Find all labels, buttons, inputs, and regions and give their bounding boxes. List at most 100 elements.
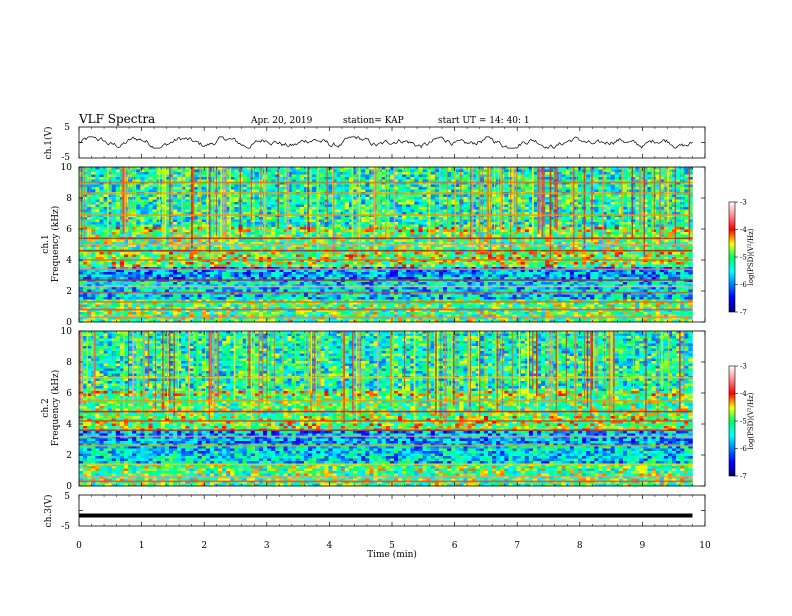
spectrogram-cell bbox=[483, 217, 489, 220]
spectrogram-cell bbox=[107, 169, 113, 173]
spectrogram-cell bbox=[610, 224, 616, 228]
spectrogram-cell bbox=[459, 197, 464, 200]
spectrogram-cell bbox=[573, 187, 579, 190]
spectrogram-cell bbox=[418, 204, 423, 208]
spectrogram-cell bbox=[606, 189, 611, 193]
spectrogram-cell bbox=[99, 174, 104, 178]
spectrogram-cell bbox=[467, 189, 472, 193]
spectrogram-cell bbox=[103, 239, 108, 243]
spectrogram-cell bbox=[136, 202, 141, 205]
spectrogram-cell bbox=[393, 204, 399, 208]
spectrogram-cell bbox=[99, 172, 104, 175]
spectrogram-cell bbox=[242, 177, 247, 180]
spectrogram-cell bbox=[598, 224, 603, 228]
spectrogram-cell bbox=[173, 219, 178, 223]
spectrogram-cell bbox=[299, 194, 305, 198]
spectrogram-cell bbox=[136, 172, 141, 175]
spectrogram-cell bbox=[565, 172, 571, 175]
spectrogram-cell bbox=[414, 182, 419, 185]
spectrogram-cell bbox=[618, 234, 624, 238]
spectrogram-cell bbox=[152, 212, 158, 215]
spectrogram-cell bbox=[402, 219, 407, 223]
spectrogram-cell bbox=[234, 224, 239, 228]
spectrogram-cell bbox=[328, 169, 333, 173]
spectrogram-cell bbox=[279, 239, 284, 243]
spectrogram-cell bbox=[185, 204, 190, 208]
spectrogram-cell bbox=[565, 169, 571, 173]
spectrogram-cell bbox=[545, 174, 550, 178]
spectrogram-cell bbox=[672, 204, 677, 208]
spectrogram-cell bbox=[586, 167, 591, 170]
spectrogram-cell bbox=[152, 179, 158, 183]
spectrogram-cell bbox=[152, 177, 158, 180]
spectrogram-cell bbox=[295, 167, 301, 170]
spectrogram-cell bbox=[618, 224, 624, 228]
spectrogram-cell bbox=[173, 199, 178, 203]
spectrogram-cell bbox=[254, 212, 260, 215]
spectrogram-cell bbox=[459, 207, 464, 210]
spectrogram-cell bbox=[369, 202, 374, 205]
spectrogram-cell bbox=[414, 177, 419, 180]
spectrogram-cell bbox=[160, 239, 166, 243]
spectrogram-cell bbox=[643, 204, 648, 208]
spectrogram-cell bbox=[381, 197, 387, 200]
spectrogram-cell bbox=[655, 204, 661, 208]
spectrogram-cell bbox=[561, 169, 566, 173]
spectrogram-cell bbox=[635, 222, 640, 225]
spectrogram-cell bbox=[447, 234, 452, 238]
spectrogram-cell bbox=[483, 209, 489, 213]
spectrogram-cell bbox=[250, 187, 256, 190]
spectrogram-cell bbox=[475, 187, 481, 190]
spectrogram-cell bbox=[291, 217, 297, 220]
spectrogram-cell bbox=[299, 222, 305, 225]
spectrogram-cell bbox=[312, 199, 317, 203]
spectrogram-cell bbox=[577, 212, 583, 215]
spectrogram-cell bbox=[577, 177, 583, 180]
spectrogram-cell bbox=[475, 199, 481, 203]
spectrogram-cell bbox=[369, 229, 374, 233]
spectrogram-cell bbox=[275, 247, 280, 250]
spectrogram-cell bbox=[524, 239, 530, 243]
spectrogram-cell bbox=[303, 232, 309, 235]
spectrogram-cell bbox=[659, 174, 665, 178]
spectrogram-cell bbox=[365, 212, 370, 215]
spectrogram-cell bbox=[586, 194, 591, 198]
spectrogram-cell bbox=[299, 169, 305, 173]
spectrogram-cell bbox=[181, 212, 186, 215]
spectrogram-cell bbox=[103, 219, 108, 223]
spectrogram-cell bbox=[246, 234, 252, 238]
spectrogram-cell bbox=[230, 177, 235, 180]
spectrogram-cell bbox=[532, 222, 538, 225]
spectrogram-cell bbox=[483, 197, 489, 200]
spectrogram-cell bbox=[430, 224, 436, 228]
spectrogram-cell bbox=[635, 234, 640, 238]
spectrogram-cell bbox=[279, 194, 284, 198]
spectrogram-cell bbox=[95, 224, 100, 228]
spectrogram-cell bbox=[336, 204, 342, 208]
spectrogram-cell bbox=[618, 189, 624, 193]
spectrogram-cell bbox=[361, 209, 366, 213]
spectrogram-cell bbox=[467, 167, 472, 170]
spectrogram-cell bbox=[651, 229, 656, 233]
spectrogram-cell bbox=[537, 247, 542, 250]
spectrogram-cell bbox=[418, 207, 423, 210]
spectrogram-cell bbox=[242, 187, 247, 190]
spectrogram-cell bbox=[663, 204, 669, 208]
spectrogram-cell bbox=[627, 199, 632, 203]
spectrogram-cell bbox=[336, 207, 342, 210]
spectrogram-cell bbox=[676, 184, 681, 188]
spectrogram-cell bbox=[193, 202, 198, 205]
spectrogram-cell bbox=[463, 202, 468, 205]
spectrogram-cell bbox=[471, 202, 477, 205]
spectrogram-cell bbox=[688, 217, 693, 220]
spectrogram-cell bbox=[627, 177, 632, 180]
spectrogram-cell bbox=[181, 222, 186, 225]
spectrogram-cell bbox=[487, 247, 493, 250]
spectrogram-cell bbox=[128, 202, 133, 205]
spectrogram-cell bbox=[136, 207, 141, 210]
spectrogram-cell bbox=[573, 209, 579, 213]
spectrogram-cell bbox=[254, 197, 260, 200]
spectrogram-cell bbox=[594, 204, 599, 208]
spectrogram-cell bbox=[218, 217, 223, 220]
